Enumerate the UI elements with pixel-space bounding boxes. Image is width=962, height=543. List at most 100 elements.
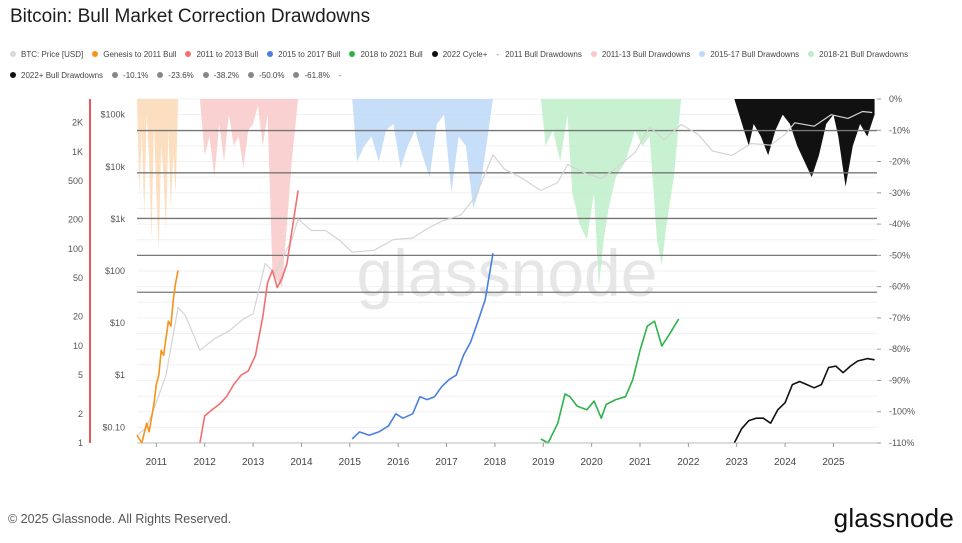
series-line	[351, 253, 494, 440]
chart-legend: BTC: Price [USD] Genesis to 2011 Bull 2011…	[10, 44, 940, 86]
legend-swatch	[699, 51, 706, 57]
legend-item[interactable]: 2015 to 2017 Bull	[267, 44, 340, 65]
y-right-tick-label: -50%	[889, 250, 910, 260]
y-left-outer-tick-label: 500	[68, 176, 83, 186]
legend-swatch	[10, 72, 16, 78]
legend-item[interactable]: Genesis to 2011 Bull	[92, 44, 176, 65]
legend-label: 2011-13 Bull Drawdowns	[601, 50, 691, 59]
legend-swatch	[10, 51, 16, 57]
legend-label: 2015-17 Bull Drawdowns	[710, 50, 800, 59]
x-tick-label: 2017	[435, 457, 458, 468]
y-right-tick-label: -60%	[889, 282, 910, 292]
x-tick-label: 2016	[387, 457, 410, 468]
y-right-tick-label: -80%	[889, 344, 910, 354]
y-right-tick-label: -20%	[889, 157, 910, 167]
legend-item[interactable]: 2018-21 Bull Drawdowns	[808, 44, 908, 65]
legend-item[interactable]: 2011-13 Bull Drawdowns	[590, 44, 691, 65]
y-left-price-tick-label: $100k	[100, 110, 125, 120]
legend-item[interactable]: -2011 Bull Drawdowns	[496, 44, 581, 65]
y-left-outer-tick-label: 200	[68, 215, 83, 225]
y-left-price-tick-label: $1	[115, 370, 125, 380]
y-left-outer-tick-label: 50	[73, 273, 83, 283]
series-line	[540, 318, 680, 444]
x-tick-label: 2022	[677, 457, 700, 468]
legend-swatch	[157, 72, 164, 78]
legend-item[interactable]: 2011 to 2013 Bull	[185, 44, 258, 65]
x-tick-label: 2015	[339, 457, 362, 468]
legend-swatch	[808, 51, 815, 57]
series-line	[136, 110, 873, 436]
legend-item[interactable]: 2015-17 Bull Drawdowns	[699, 44, 799, 65]
legend-label: 2015 to 2017 Bull	[278, 50, 341, 59]
legend-item[interactable]: -50.0%	[248, 65, 284, 86]
x-tick-label: 2014	[290, 457, 313, 468]
y-right-tick-label: -30%	[889, 188, 910, 198]
legend-label: -38.2%	[213, 71, 240, 80]
legend-label: BTC: Price [USD]	[21, 50, 84, 59]
y-left-price-tick-label: $100	[105, 266, 125, 276]
y-left-outer-tick-label: 2	[78, 409, 83, 419]
watermark: glassnode	[357, 236, 658, 310]
legend-label: 2022 Cycle+	[442, 50, 488, 59]
legend-swatch	[349, 51, 356, 57]
legend-label: -23.6%	[168, 71, 194, 80]
chart-title: Bitcoin: Bull Market Correction Drawdown…	[10, 6, 371, 27]
y-right-tick-label: -10%	[889, 125, 910, 135]
legend-label: 2018 to 2021 Bull	[360, 50, 423, 59]
y-left-price-tick-label: $1k	[110, 214, 125, 224]
legend-swatch	[92, 51, 99, 57]
legend-item[interactable]: -10.1%	[112, 65, 148, 86]
legend-label: Genesis to 2011 Bull	[103, 50, 177, 59]
drawdown-area	[352, 99, 493, 209]
chart-svg: glassnode 1 2 5 10 20 50 100 200 500 1K 2K $0.10 $1 $1…	[68, 94, 915, 468]
y-left-outer-tick-label: 10	[73, 341, 83, 351]
legend-label: 2018-21 Bull Drawdowns	[819, 50, 909, 59]
legend-item[interactable]: 2018 to 2021 Bull	[349, 44, 423, 65]
legend-swatch	[431, 51, 438, 57]
x-tick-label: 2019	[532, 457, 555, 468]
legend-item[interactable]: BTC: Price [USD]	[10, 44, 83, 65]
legend-swatch	[185, 51, 192, 57]
drawdown-area	[540, 99, 682, 287]
y-right-tick-label: -110%	[889, 438, 914, 448]
y-left-outer-tick-label: 20	[73, 312, 83, 322]
y-left-price-tick-label: $0.10	[102, 422, 125, 432]
legend-label: -10.1%	[123, 71, 149, 80]
y-left-outer-tick-label: 100	[68, 244, 83, 254]
y-left-outer-tick-label: 1	[78, 438, 83, 448]
y-left-outer-tick-label: 1K	[72, 147, 83, 157]
legend-item[interactable]: 2022+ Bull Drawdowns	[10, 65, 103, 86]
legend-item[interactable]: -	[339, 65, 348, 86]
y-left-price-tick-label: $10k	[105, 162, 125, 172]
legend-label: -61.8%	[304, 71, 330, 80]
brand-logo: glassnode	[833, 503, 954, 533]
x-tick-label: 2013	[242, 457, 265, 468]
x-tick-label: 2023	[726, 457, 749, 468]
x-tick-label: 2011	[146, 457, 168, 468]
legend-label: 2022+ Bull Drawdowns	[21, 71, 104, 80]
legend-label: -50.0%	[259, 71, 285, 80]
legend-item[interactable]: -61.8%	[293, 65, 330, 86]
legend-item[interactable]: -38.2%	[202, 65, 240, 86]
legend-label: 2011 to 2013 Bull	[196, 50, 259, 59]
y-right-tick-label: -100%	[889, 407, 915, 417]
x-tick-label: 2018	[484, 457, 507, 468]
legend-swatch	[112, 72, 119, 78]
legend-swatch	[590, 51, 597, 57]
series-line	[733, 357, 875, 444]
y-right-tick-label: -90%	[889, 375, 910, 385]
y-left-outer-tick-label: 2K	[72, 118, 83, 128]
x-tick-label: 2012	[194, 457, 217, 468]
y-right-tick-label: -40%	[889, 219, 910, 229]
copyright-footer: © 2025 Glassnode. All Rights Reserved.	[8, 512, 232, 526]
legend-dash: -	[496, 50, 500, 59]
legend-item[interactable]: 2022 Cycle+	[431, 44, 488, 65]
x-tick-label: 2025	[822, 457, 845, 468]
x-tick-label: 2021	[629, 457, 652, 468]
y-right-tick-label: -70%	[889, 313, 910, 323]
legend-item[interactable]: -23.6%	[157, 65, 194, 86]
legend-swatch	[267, 51, 274, 57]
legend-label: 2011 Bull Drawdowns	[505, 50, 582, 59]
legend-swatch	[202, 72, 209, 78]
x-tick-label: 2020	[581, 457, 604, 468]
